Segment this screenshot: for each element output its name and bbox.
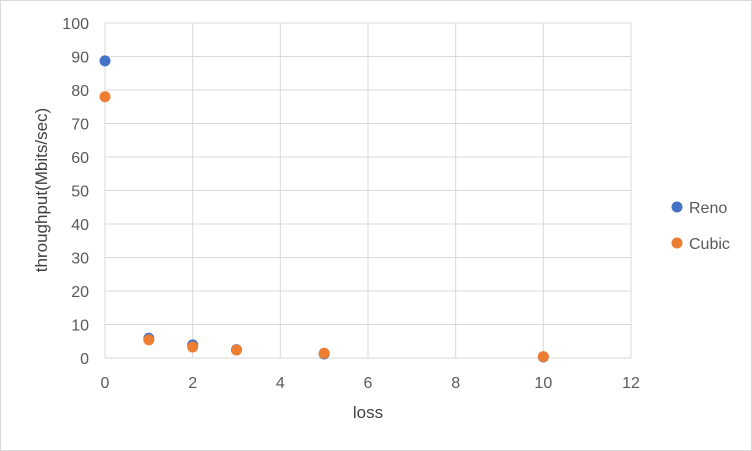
point-cubic-0 — [99, 91, 111, 103]
grid-lines — [104, 22, 632, 359]
x-tick-label: 12 — [622, 375, 640, 392]
y-axis-title: throughput(Mbits/sec) — [32, 108, 51, 272]
point-cubic-5 — [537, 351, 549, 363]
point-cubic-3 — [231, 344, 242, 356]
legend-marker-cubic — [671, 237, 683, 249]
x-tick-label: 0 — [101, 375, 110, 392]
y-tick-label: 60 — [71, 150, 89, 167]
x-axis-ticks: 0 2 4 6 8 10 12 — [101, 375, 640, 392]
point-cubic-2 — [187, 341, 199, 353]
x-axis-title: loss — [353, 403, 383, 422]
legend: Reno Cubic — [671, 200, 730, 253]
y-tick-label: 80 — [71, 83, 89, 100]
y-tick-label: 70 — [71, 117, 89, 134]
y-tick-label: 20 — [71, 284, 89, 301]
data-points — [99, 55, 549, 363]
x-tick-label: 10 — [534, 375, 552, 392]
x-tick-label: 8 — [451, 375, 460, 392]
x-tick-label: 2 — [188, 375, 197, 392]
y-tick-label: 90 — [71, 50, 89, 67]
legend-marker-reno — [671, 201, 683, 213]
y-tick-label: 40 — [71, 217, 89, 234]
y-tick-label: 50 — [71, 184, 89, 201]
point-cubic-1 — [143, 334, 155, 346]
legend-label-cubic: Cubic — [689, 236, 730, 253]
y-tick-label: 100 — [62, 16, 89, 33]
y-tick-label: 0 — [80, 351, 89, 368]
y-tick-label: 10 — [71, 318, 89, 335]
point-cubic-4 — [318, 347, 330, 359]
x-tick-label: 4 — [276, 375, 285, 392]
y-axis-ticks: 0 10 20 30 40 50 60 70 80 90 100 — [62, 16, 89, 368]
x-tick-label: 6 — [364, 375, 373, 392]
y-tick-label: 30 — [71, 251, 89, 268]
point-reno-0 — [99, 55, 111, 67]
legend-label-reno: Reno — [689, 200, 727, 217]
